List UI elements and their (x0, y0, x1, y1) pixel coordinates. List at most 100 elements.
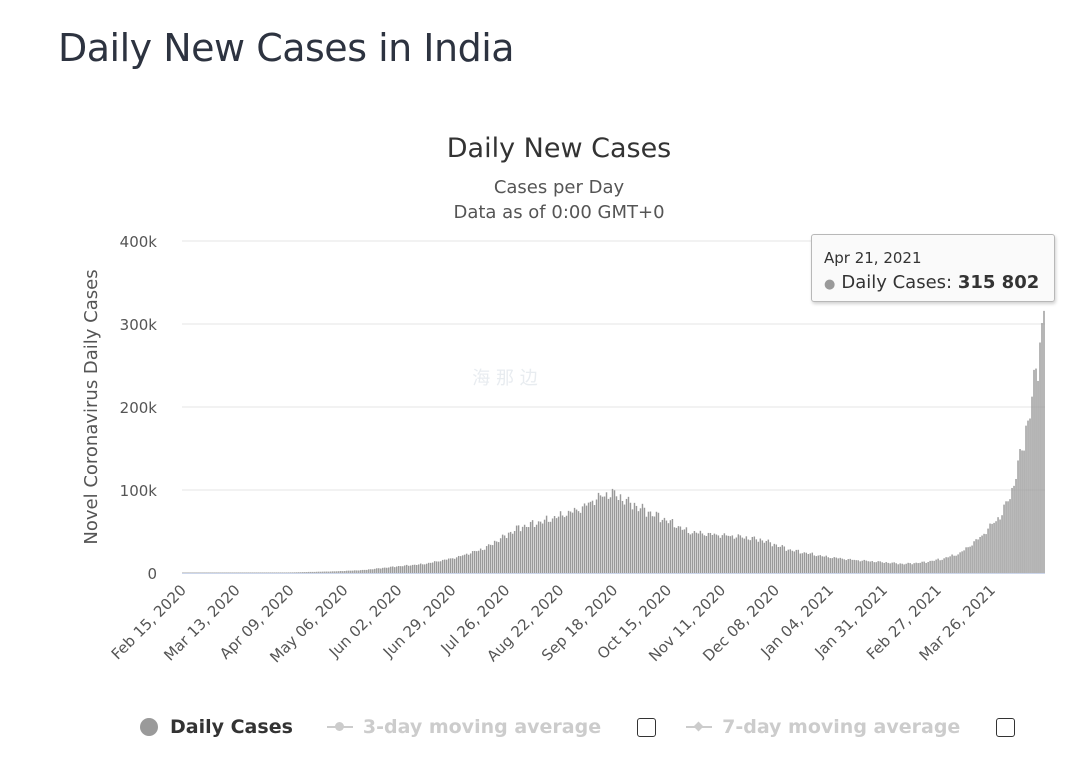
bar[interactable] (557, 516, 560, 573)
bar[interactable] (723, 533, 726, 573)
bar[interactable] (977, 539, 979, 573)
bar[interactable] (909, 563, 911, 573)
bar[interactable] (252, 572, 254, 573)
bar[interactable] (202, 572, 204, 573)
bar[interactable] (751, 536, 754, 573)
bar[interactable] (248, 572, 250, 573)
bar[interactable] (382, 567, 384, 573)
bar[interactable] (749, 540, 752, 573)
bar[interactable] (939, 560, 941, 573)
bar[interactable] (567, 510, 570, 573)
bar[interactable] (897, 564, 899, 573)
bar[interactable] (913, 563, 915, 573)
bar[interactable] (400, 566, 402, 573)
bar[interactable] (404, 565, 406, 573)
bar[interactable] (204, 572, 206, 573)
bar[interactable] (1029, 418, 1031, 573)
bar[interactable] (941, 559, 943, 573)
bar[interactable] (290, 572, 292, 573)
bar[interactable] (505, 538, 508, 573)
bar[interactable] (753, 536, 756, 573)
bar[interactable] (867, 561, 869, 573)
bar[interactable] (1039, 342, 1041, 574)
bar[interactable] (258, 572, 260, 573)
bar[interactable] (833, 557, 835, 573)
bar[interactable] (757, 541, 760, 573)
bar[interactable] (1009, 499, 1011, 573)
bar[interactable] (427, 562, 430, 573)
bar[interactable] (350, 570, 352, 573)
bar[interactable] (709, 532, 712, 573)
bar[interactable] (793, 551, 796, 573)
bar[interactable] (667, 523, 670, 573)
bar[interactable] (679, 526, 682, 574)
bar[interactable] (469, 553, 472, 573)
bar[interactable] (1031, 396, 1033, 573)
bar[interactable] (827, 557, 829, 573)
bar[interactable] (779, 546, 782, 573)
bar[interactable] (208, 572, 210, 573)
bar[interactable] (298, 572, 300, 573)
bar[interactable] (817, 555, 819, 573)
bar[interactable] (1003, 504, 1005, 573)
bar[interactable] (967, 547, 969, 573)
bar[interactable] (394, 567, 396, 573)
bar[interactable] (182, 572, 184, 573)
bar[interactable] (727, 535, 730, 573)
bar[interactable] (885, 562, 887, 573)
bar[interactable] (957, 554, 959, 573)
bar[interactable] (641, 503, 644, 573)
bar[interactable] (711, 535, 714, 573)
bar[interactable] (951, 554, 953, 574)
bar[interactable] (390, 566, 392, 573)
bar[interactable] (745, 536, 748, 573)
bar[interactable] (288, 572, 290, 573)
bar[interactable] (441, 559, 444, 573)
bar[interactable] (883, 562, 885, 573)
bar[interactable] (372, 569, 374, 573)
bar[interactable] (559, 511, 562, 573)
bar[interactable] (661, 519, 664, 573)
bar[interactable] (553, 516, 556, 573)
bar[interactable] (965, 547, 967, 573)
bar[interactable] (621, 500, 624, 573)
bar[interactable] (591, 500, 594, 573)
bar[interactable] (881, 562, 883, 573)
bar[interactable] (651, 516, 654, 573)
bar[interactable] (495, 541, 498, 573)
bar[interactable] (270, 572, 272, 573)
bar[interactable] (759, 538, 762, 573)
bar[interactable] (769, 542, 772, 573)
bar[interactable] (987, 528, 989, 573)
bar[interactable] (531, 520, 534, 573)
bar[interactable] (893, 562, 895, 573)
bar[interactable] (791, 550, 794, 573)
bar[interactable] (721, 535, 724, 573)
bar[interactable] (513, 531, 516, 573)
bar[interactable] (841, 558, 843, 573)
bar[interactable] (457, 555, 460, 573)
bar[interactable] (933, 560, 935, 573)
bar[interactable] (509, 531, 512, 573)
bar[interactable] (671, 519, 674, 573)
bar[interactable] (999, 519, 1001, 573)
bar[interactable] (763, 542, 766, 573)
bar[interactable] (515, 525, 518, 573)
bar[interactable] (396, 566, 398, 574)
bar[interactable] (246, 572, 248, 573)
bar[interactable] (801, 553, 803, 573)
bar[interactable] (665, 520, 668, 573)
legend-item-daily-cases[interactable]: Daily Cases (140, 716, 293, 738)
bar[interactable] (809, 553, 811, 573)
bar[interactable] (733, 538, 736, 573)
bar[interactable] (362, 569, 364, 573)
bar[interactable] (398, 566, 400, 573)
bar[interactable] (603, 496, 606, 573)
bar[interactable] (378, 568, 380, 573)
bar[interactable] (829, 558, 831, 573)
bar[interactable] (326, 571, 328, 573)
bar[interactable] (322, 571, 324, 573)
bar[interactable] (364, 569, 366, 573)
bar[interactable] (947, 557, 949, 573)
bar[interactable] (609, 497, 612, 573)
